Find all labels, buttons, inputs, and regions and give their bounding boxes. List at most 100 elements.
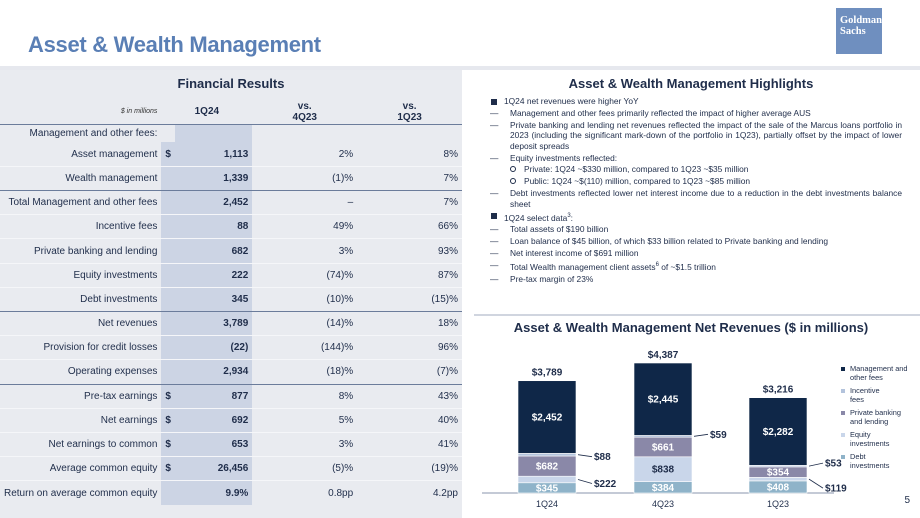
col-vs-4q23-header: vs. 4Q23 [252,100,358,125]
section-divider [474,314,920,316]
row-label: Equity investments [0,262,162,288]
table-row: Operating expenses 2,934 (18)% (7)% [0,359,462,385]
data-label: $384 [652,483,675,494]
legend-item: Equity investments [850,430,890,448]
title-divider [0,66,920,70]
legend-item: Incentive fees [850,386,880,404]
data-label: $838 [652,465,675,476]
row-label: Pre-tax earnings [0,383,162,409]
data-label: $408 [767,482,790,493]
bar-segment-management-and-other-fees [748,397,808,466]
row-currency: $ [161,456,175,481]
col-vs-1q23-header: vs. 1Q23 [357,100,462,125]
list-item: 1Q24 net revenues were higher YoY [490,96,902,106]
table-row: Debt investments 345 (10)% (15)% [0,286,462,312]
row-currency [161,165,175,191]
financial-results-heading: Financial Results [177,76,285,91]
data-label: $682 [536,462,559,473]
table-row: Pre-tax earnings $877 8% 43% [0,383,462,409]
table-row: Net revenues 3,789 (14)% 18% [0,310,462,336]
row-currency [161,190,175,215]
row-vs-4q23: (10)% [252,286,358,312]
row-label: Debt investments [0,286,162,312]
data-label: $222 [594,479,617,490]
total-label: $4,387 [648,350,679,361]
data-label: $661 [652,442,675,453]
row-vs-1q23: 40% [357,407,462,433]
row-vs-4q23: (144)% [252,335,358,360]
row-value-1q24: 26,456 [174,456,253,481]
row-label: Provision for credit losses [0,335,162,360]
row-currency [161,214,175,239]
list-item: Management and other fees primarily refl… [490,108,902,119]
data-label: $2,445 [648,395,679,406]
table-header-row: $ in millions 1Q24 vs. 4Q23 vs. 1Q23 [0,100,462,125]
row-label: Return on average common equity [0,480,162,505]
row-label: Total Management and other fees [0,190,162,215]
row-currency: $ [161,407,175,433]
row-vs-4q23: (74)% [252,262,358,288]
row-value-1q24: 1,339 [174,165,253,191]
category-label: 4Q23 [652,499,674,509]
row-vs-4q23: 2% [338,148,354,160]
list-item: Total assets of $190 billion [490,224,902,235]
table-row: Net earnings $692 5% 40% [0,407,462,433]
row-currency [161,480,175,505]
row-vs-1q23: 41% [357,431,462,457]
data-label: $88 [594,452,611,463]
row-label: Operating expenses [0,359,162,385]
row-vs-1q23: 66% [357,214,462,239]
row-label: Private banking and lending [0,238,162,264]
table-row: Wealth management 1,339 (1)% 7% [0,165,462,191]
highlights-heading: Asset & Wealth Management Highlights [568,76,814,91]
row-currency [161,286,175,312]
row-value-1q24: 2,452 [174,190,253,215]
data-label: $53 [825,459,842,470]
list-item: Net interest income of $691 million [490,248,902,259]
category-label: 1Q23 [767,499,789,509]
list-item: 1Q24 select data3: [490,211,902,223]
bar-segment-incentive-fees [517,453,577,457]
table-row: Incentive fees 88 49% 66% [0,214,462,239]
row-label: Average common equity [0,456,162,481]
row-label: Net earnings [0,407,162,433]
row-vs-1q23: (15)% [357,286,462,312]
financial-results-panel: Financial Results $ in millions 1Q24 vs.… [0,70,462,518]
table-row: Return on average common equity 9.9% 0.8pp… [0,480,462,505]
row-vs-1q23: 4.2pp [357,480,462,505]
legend-swatch [841,411,845,415]
row-vs-4q23: 0.8pp [252,480,358,505]
goldman-sachs-logo: Goldman Sachs [836,8,882,54]
row-vs-4q23: (5)% [252,456,358,481]
table-row: Asset management $1,113 2% 8% [0,142,462,167]
bar-segment-management-and-other-fees [633,362,693,436]
list-item: Public: 1Q24 ~$(110) million, compared t… [490,176,902,186]
row-label: Asset management [71,148,158,160]
total-label: $3,789 [532,368,563,379]
table-subheading-row: Management and other fees: [0,124,462,143]
row-label: Incentive fees [0,214,162,239]
legend-swatch [841,433,845,437]
row-label: Net earnings to common [0,431,162,457]
data-label: $59 [710,430,727,441]
row-vs-4q23: 3% [252,431,358,457]
leader-line [693,433,709,437]
row-value-1q24: 692 [174,407,253,433]
row-vs-1q23: 7% [357,165,462,191]
table-row: Private banking and lending 682 3% 93% [0,238,462,264]
table-row: Net earnings to common $653 3% 41% [0,431,462,457]
row-value-1q24: 88 [174,214,253,239]
page-number: 5 [904,495,910,506]
data-label: $345 [536,483,559,494]
leader-line [577,454,593,458]
legend-swatch [841,455,845,459]
bar-segment-equity-investments [517,475,577,484]
leader-line [808,478,824,489]
row-vs-1q23: 8% [443,148,458,160]
bar-segment-management-and-other-fees [517,380,577,454]
list-item: Pre-tax margin of 23% [490,274,902,285]
row-vs-4q23: 3% [252,238,358,264]
row-currency [161,262,175,288]
legend-item: Management and other fees [850,364,908,382]
row-value-1q24: 653 [174,431,253,457]
